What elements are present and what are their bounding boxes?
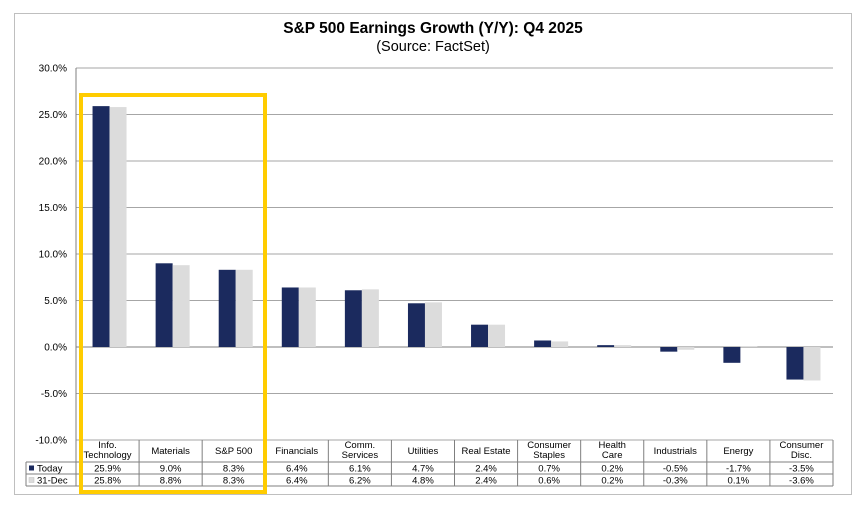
data-label: 6.4%: [286, 464, 308, 475]
bar-31-dec: [109, 107, 127, 347]
series-name: 31-Dec: [37, 476, 68, 487]
bar-today: [723, 347, 741, 363]
bar-today: [281, 287, 299, 347]
category-label: Real Estate: [461, 446, 510, 457]
data-label: 0.6%: [538, 476, 560, 487]
category-label: Consumer: [780, 440, 824, 451]
category-label: Technology: [84, 450, 132, 461]
category-label: Health: [598, 440, 625, 451]
bar-today: [407, 303, 425, 347]
category-label: S&P 500: [215, 446, 252, 457]
bar-today: [218, 269, 236, 347]
data-label: 8.8%: [160, 476, 182, 487]
data-label: 8.3%: [223, 464, 245, 475]
bar-31-dec: [361, 289, 379, 347]
data-label: 0.1%: [728, 476, 750, 487]
category-label: Services: [342, 450, 379, 461]
data-label: -3.6%: [789, 476, 814, 487]
chart-subtitle: (Source: FactSet): [376, 39, 490, 55]
bar-today: [597, 345, 615, 347]
bar-today: [344, 290, 362, 347]
data-label: -0.5%: [663, 464, 688, 475]
bar-31-dec: [172, 265, 190, 347]
category-label: Care: [602, 450, 623, 461]
bar-today: [92, 106, 110, 347]
y-tick-label: 20.0%: [39, 157, 67, 168]
legend-key: [29, 465, 34, 471]
bar-today: [534, 340, 552, 347]
bar-31-dec: [614, 345, 632, 347]
data-label: 4.8%: [412, 476, 434, 487]
bar-31-dec: [424, 302, 442, 347]
data-label: 0.2%: [601, 476, 623, 487]
category-label: Financials: [275, 446, 318, 457]
data-label: 4.7%: [412, 464, 434, 475]
data-label: 25.9%: [94, 464, 121, 475]
data-label: 0.7%: [538, 464, 560, 475]
data-label: 6.2%: [349, 476, 371, 487]
y-tick-label: -10.0%: [35, 436, 67, 447]
data-label: 0.2%: [601, 464, 623, 475]
y-tick-label: 10.0%: [39, 250, 67, 261]
data-label: 9.0%: [160, 464, 182, 475]
bar-today: [155, 263, 173, 347]
bar-today: [471, 324, 489, 347]
data-label: 2.4%: [475, 476, 497, 487]
category-label: Utilities: [408, 446, 439, 457]
chart-title: S&P 500 Earnings Growth (Y/Y): Q4 2025: [283, 20, 583, 37]
highlight-box: [79, 93, 267, 494]
data-label: 25.8%: [94, 476, 121, 487]
category-label: Info.: [98, 440, 117, 451]
data-label: -1.7%: [726, 464, 751, 475]
bar-today: [660, 347, 678, 352]
category-label: Comm.: [345, 440, 376, 451]
data-label: -3.5%: [789, 464, 814, 475]
y-tick-label: 0.0%: [44, 343, 67, 354]
bar-31-dec: [298, 287, 316, 347]
bar-31-dec: [551, 341, 569, 347]
bar-31-dec: [677, 347, 695, 350]
bar-today: [786, 347, 804, 380]
data-label: 2.4%: [475, 464, 497, 475]
category-label: Materials: [151, 446, 190, 457]
category-label: Staples: [533, 450, 565, 461]
bar-31-dec: [235, 269, 253, 347]
bar-31-dec: [740, 346, 758, 347]
y-tick-label: -5.0%: [41, 389, 67, 400]
series-name: Today: [37, 464, 63, 475]
category-label: Disc.: [791, 450, 812, 461]
data-label: 6.4%: [286, 476, 308, 487]
y-tick-label: 30.0%: [39, 64, 67, 75]
data-label: -0.3%: [663, 476, 688, 487]
y-tick-label: 5.0%: [44, 296, 67, 307]
bar-31-dec: [488, 324, 506, 347]
y-tick-label: 15.0%: [39, 203, 67, 214]
data-label: 8.3%: [223, 476, 245, 487]
data-label: 6.1%: [349, 464, 371, 475]
category-label: Energy: [723, 446, 753, 457]
y-tick-label: 25.0%: [39, 110, 67, 121]
chart-frame: [14, 13, 852, 495]
bar-31-dec: [803, 347, 821, 381]
legend-key: [28, 477, 35, 483]
category-label: Industrials: [654, 446, 698, 457]
category-label: Consumer: [527, 440, 571, 451]
